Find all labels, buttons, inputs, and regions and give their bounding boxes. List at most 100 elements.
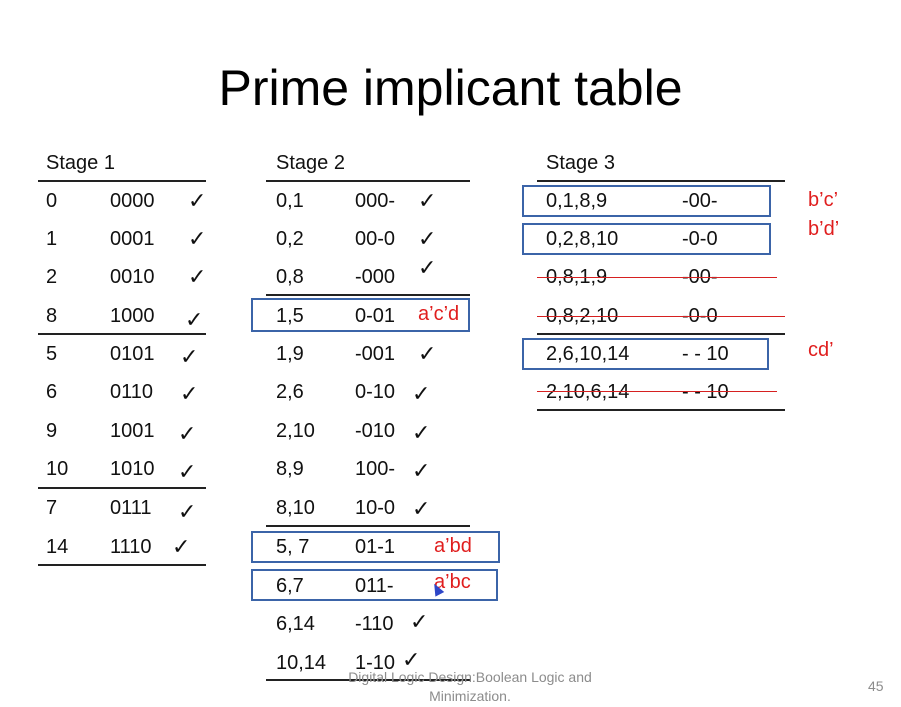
prime-implicant-label: a’bd — [434, 535, 472, 557]
stage3-header-rule — [537, 180, 785, 182]
pair-minterms: 1,9 — [276, 343, 304, 365]
minterm-number: 14 — [46, 536, 69, 558]
minterm-binary: 0010 — [110, 266, 155, 288]
pair-binary: -000 — [355, 266, 396, 288]
stage2-bottom-rule — [266, 679, 470, 681]
slide-footer: Digital Logic Design:Boolean Logic and M… — [330, 668, 610, 706]
pair-minterms: 0,8 — [276, 266, 304, 288]
prime-implicant-label: a’c’d — [418, 303, 460, 325]
pair-binary: 10-0 — [355, 497, 396, 519]
prime-implicant-label: b’c’ — [808, 189, 839, 211]
footer-line-1: Digital Logic Design:Boolean Logic and — [348, 669, 592, 685]
minterm-number: 1 — [46, 228, 58, 250]
pair-binary: 1-10 — [355, 652, 396, 674]
pair-binary: 0-10 — [355, 381, 396, 403]
check-icon: ✓ — [178, 421, 197, 446]
minterm-binary: 0001 — [110, 228, 155, 250]
check-icon: ✓ — [188, 188, 207, 213]
prime-implicant-box — [522, 338, 769, 370]
pair-minterms: 8,9 — [276, 458, 304, 480]
pair-minterms: 8,10 — [276, 497, 315, 519]
prime-implicant-box — [251, 569, 498, 601]
group-minterms: 2,10,6,14 — [546, 381, 630, 403]
check-icon: ✓ — [188, 264, 207, 289]
pair-binary: -010 — [355, 420, 396, 442]
pair-minterms: 6,14 — [276, 613, 315, 635]
group-divider — [266, 525, 470, 527]
check-icon: ✓ — [418, 226, 437, 251]
minterm-binary: 0110 — [110, 381, 154, 403]
pair-binary: 01-1 — [355, 536, 396, 558]
check-icon: ✓ — [412, 458, 431, 483]
check-icon: ✓ — [180, 344, 199, 369]
minterm-number: 6 — [46, 381, 58, 403]
group-divider — [38, 333, 206, 335]
minterm-number: 2 — [46, 266, 58, 288]
pair-minterms: 0,2 — [276, 228, 304, 250]
pair-minterms: 2,10 — [276, 420, 315, 442]
slide-title: Prime implicant table — [218, 60, 683, 116]
stage2-header: Stage 2 — [276, 152, 345, 174]
minterm-number: 10 — [46, 458, 69, 480]
check-icon: ✓ — [172, 534, 191, 559]
prime-implicant-box — [251, 298, 470, 332]
group-binary: - - 10 — [682, 343, 729, 365]
pair-minterms: 1,5 — [276, 305, 304, 327]
group-divider — [537, 333, 785, 335]
check-icon: ✓ — [412, 381, 431, 406]
check-icon: ✓ — [418, 341, 437, 366]
minterm-binary: 0101 — [110, 343, 155, 365]
group-binary: -00- — [682, 190, 718, 212]
check-icon: ✓ — [185, 307, 204, 332]
check-icon: ✓ — [178, 499, 197, 524]
pair-minterms: 5, 7 — [276, 536, 310, 558]
prime-implicant-label: b’d’ — [808, 218, 840, 240]
check-icon: ✓ — [180, 381, 199, 406]
check-icon: ✓ — [412, 496, 431, 521]
prime-implicant-box — [251, 531, 500, 563]
group-minterms: 2,6,10,14 — [546, 343, 630, 365]
stage1-header-rule — [38, 180, 206, 182]
check-icon: ✓ — [410, 609, 429, 634]
stage3-header: Stage 3 — [546, 152, 615, 174]
check-icon: ✓ — [418, 255, 437, 280]
minterm-binary: 1110 — [110, 536, 152, 558]
minterm-number: 0 — [46, 190, 58, 212]
check-icon: ✓ — [412, 420, 431, 445]
minterm-number: 9 — [46, 420, 58, 442]
group-minterms: 0,2,8,10 — [546, 228, 619, 250]
group-binary: - - 10 — [682, 381, 729, 403]
minterm-binary: 0000 — [110, 190, 155, 212]
strikethrough-line — [537, 316, 785, 317]
check-icon: ✓ — [402, 647, 421, 672]
group-divider — [38, 487, 206, 489]
minterm-binary: 1010 — [110, 458, 155, 480]
prime-implicant-label: a’bc — [434, 571, 471, 593]
footer-line-2: Minimization. — [429, 688, 511, 704]
pair-minterms: 0,1 — [276, 190, 304, 212]
pair-binary: 0-01 — [355, 305, 396, 327]
stage3-bottom-rule — [537, 409, 785, 411]
pair-binary: 00-0 — [355, 228, 396, 250]
group-minterms: 0,1,8,9 — [546, 190, 608, 212]
pair-binary: -110 — [355, 613, 394, 635]
pair-minterms: 6,7 — [276, 575, 304, 597]
page-number: 45 — [868, 678, 884, 694]
stage1-header: Stage 1 — [46, 152, 115, 174]
prime-implicant-box — [522, 185, 771, 217]
pair-binary: 000- — [355, 190, 396, 212]
group-binary: -0-0 — [682, 228, 718, 250]
check-icon: ✓ — [178, 459, 197, 484]
minterm-number: 8 — [46, 305, 58, 327]
prime-implicant-box — [522, 223, 771, 255]
pair-binary: -001 — [355, 343, 396, 365]
group-divider — [266, 294, 470, 296]
strikethrough-line — [537, 391, 777, 392]
stage1-bottom-rule — [38, 564, 206, 566]
minterm-binary: 0111 — [110, 497, 152, 519]
check-icon: ✓ — [188, 226, 207, 251]
check-icon: ✓ — [418, 188, 437, 213]
minterm-binary: 1000 — [110, 305, 155, 327]
minterm-number: 7 — [46, 497, 58, 519]
pair-binary: 100- — [355, 458, 396, 480]
